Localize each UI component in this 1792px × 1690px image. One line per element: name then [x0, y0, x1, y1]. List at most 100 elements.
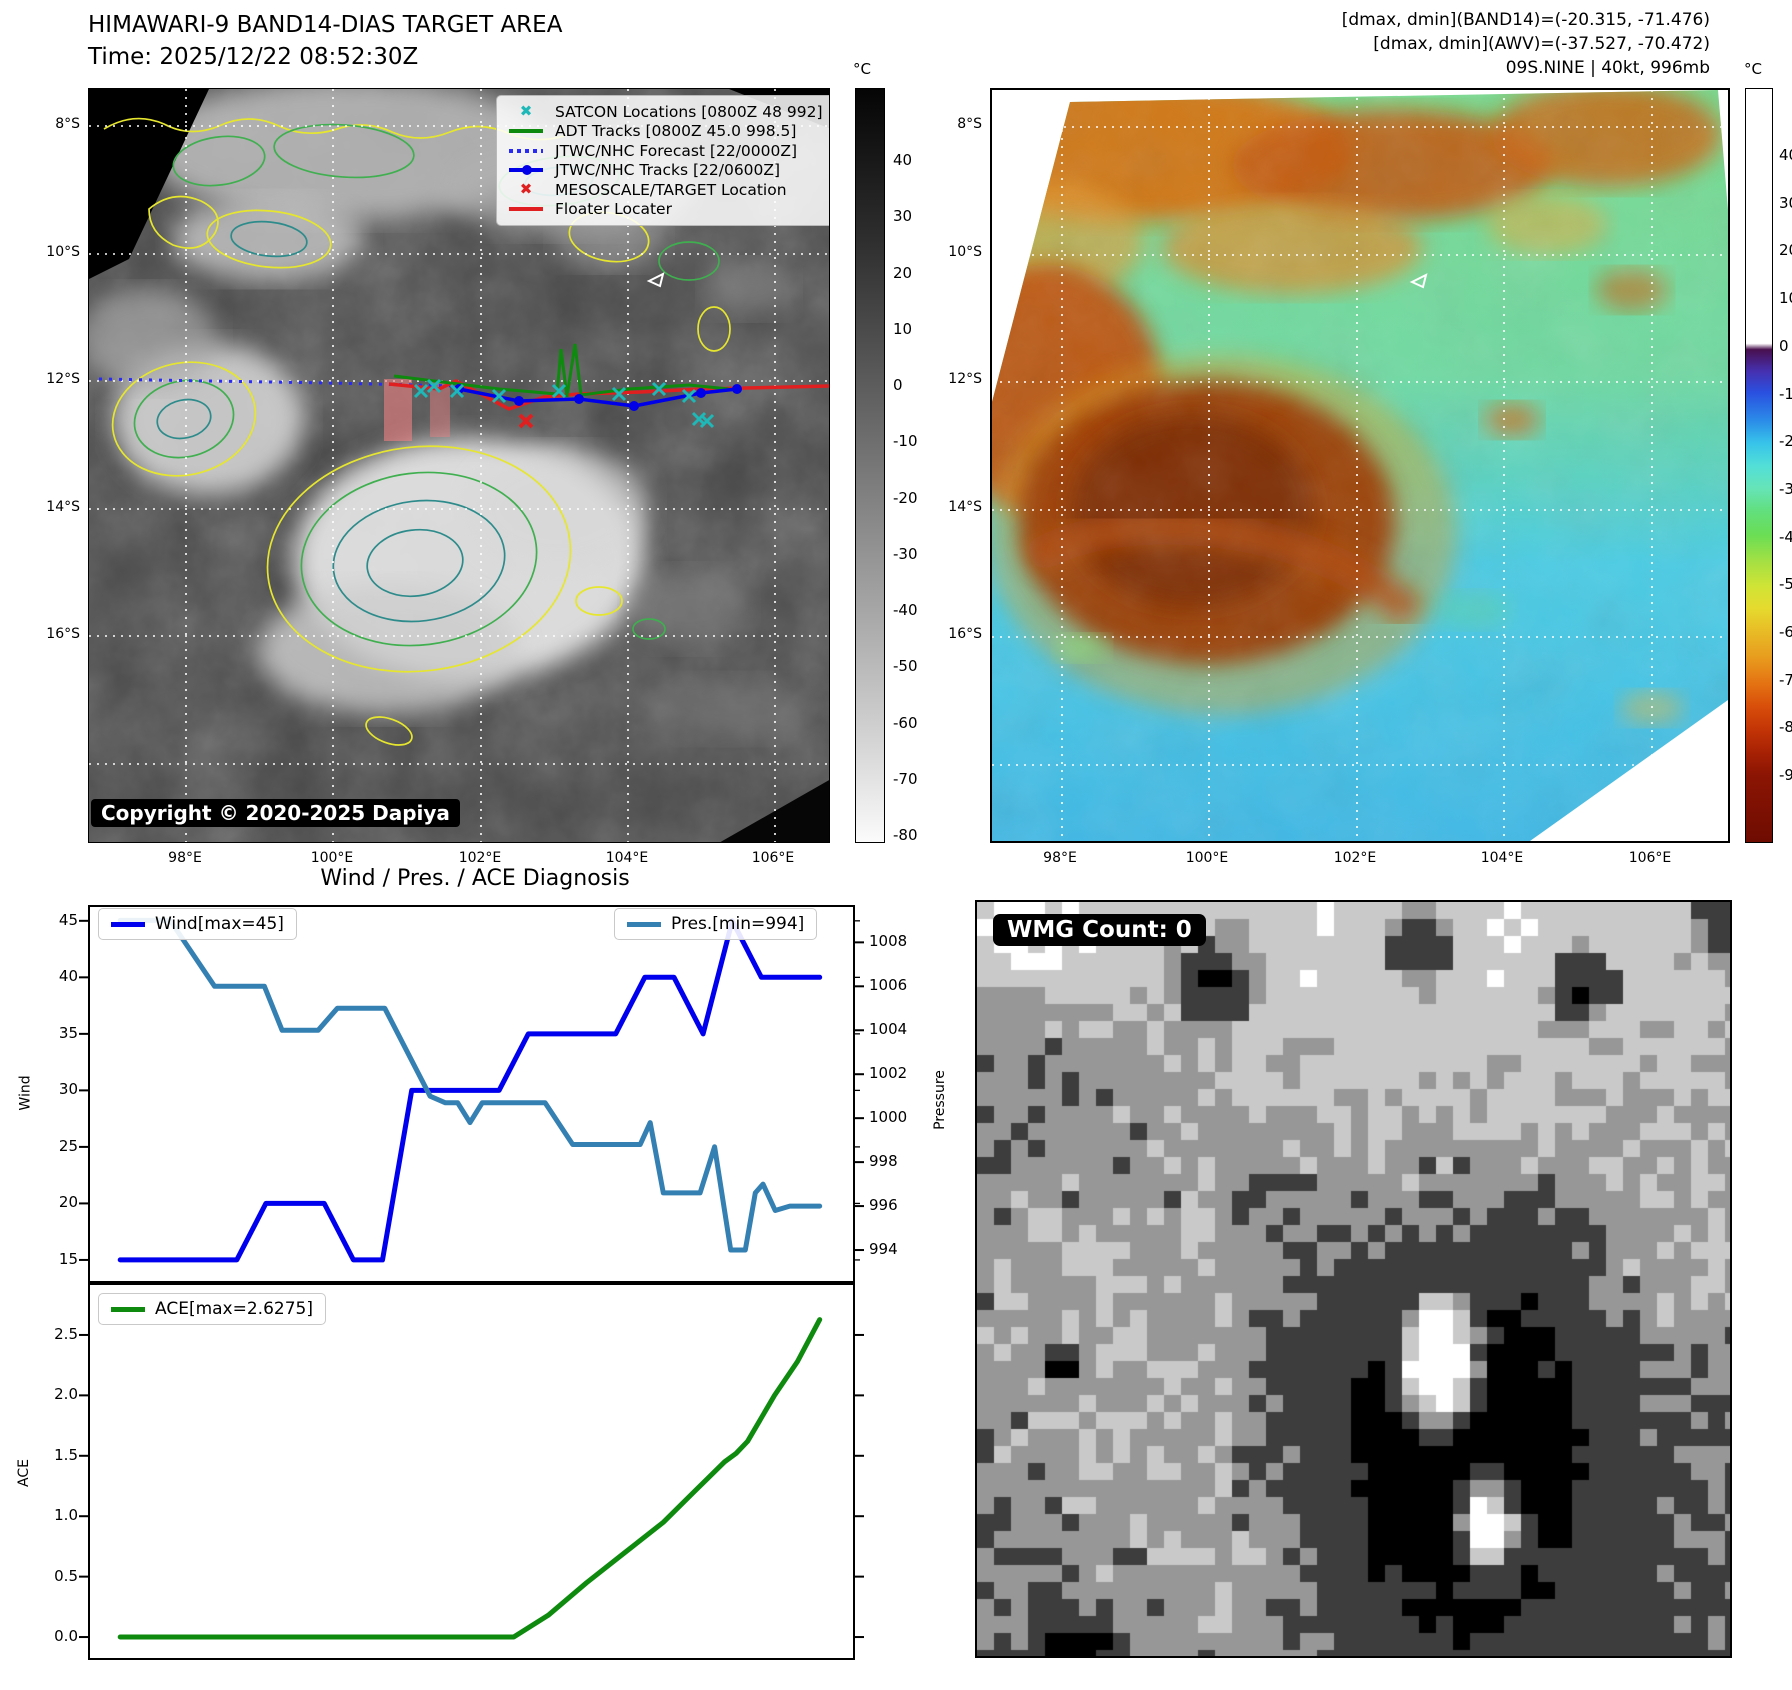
awv-lon-tick: 102°E — [1333, 850, 1377, 866]
band14-colorbar-tick: 20 — [893, 263, 913, 282]
legend-item-label: Floater Locater — [555, 200, 672, 219]
band14-colorbar-tick: -70 — [893, 769, 918, 788]
band14-time: Time: 2025/12/22 08:52:30Z — [88, 44, 419, 70]
awv-colorbar-tick: -30 — [1779, 479, 1792, 498]
awv-map — [990, 88, 1730, 843]
pressure-tick-label: 1000 — [869, 1108, 908, 1127]
band14-colorbar-tick: -50 — [893, 657, 918, 676]
band14-colorbar-tick: 10 — [893, 319, 913, 338]
x-marker-icon: ✖ — [519, 180, 533, 199]
line-dot-icon — [505, 165, 547, 176]
wind-tick-label: 30 — [58, 1080, 78, 1099]
legend-item-label: MESOSCALE/TARGET Location — [555, 180, 787, 199]
wind-pressure-chart — [79, 905, 864, 1283]
band14-colorbar-tick: -60 — [893, 713, 918, 732]
band14-map: ✖ SATCON Locations [0800Z 48 992] ADT Trac… — [88, 88, 830, 843]
awv-colorbar-tick: -40 — [1779, 527, 1792, 546]
wind-legend: Wind[max=45] — [98, 908, 297, 940]
legend-item: Floater Locater — [505, 200, 829, 220]
band14-lat-tick: 10°S — [46, 244, 80, 260]
copyright-badge: Copyright © 2020-2025 Dapiya — [91, 799, 460, 827]
awv-colorbar-tick: -70 — [1779, 670, 1792, 689]
ace-tick-label: 2.0 — [54, 1385, 78, 1404]
legend-item: JTWC/NHC Tracks [22/0600Z] — [505, 161, 829, 181]
pressure-legend-label: Pres.[min=994] — [671, 914, 805, 934]
legend-item: ADT Tracks [0800Z 45.0 998.5] — [505, 122, 829, 142]
ace-legend: ACE[max=2.6275] — [98, 1293, 326, 1325]
wind-tick-label: 20 — [58, 1193, 78, 1212]
band14-lon-tick: 102°E — [458, 850, 502, 866]
awv-colorbar-tick: -90 — [1779, 766, 1792, 785]
band14-lon-tick: 100°E — [310, 850, 354, 866]
wind-tick-label: 25 — [58, 1136, 78, 1155]
wind-tick-label: 15 — [58, 1249, 78, 1268]
wind-legend-label: Wind[max=45] — [155, 914, 284, 934]
awv-colorbar-tick: 20 — [1779, 241, 1792, 260]
legend-item-label: SATCON Locations [0800Z 48 992] — [555, 102, 823, 121]
x-marker-icon: ✖ — [519, 102, 533, 121]
awv-lat-tick: 8°S — [957, 116, 982, 132]
awv-lat-tick: 14°S — [948, 499, 982, 515]
awv-lat-tick: 16°S — [948, 626, 982, 642]
awv-satellite-image — [992, 90, 1728, 841]
band14-colorbar-tick: -80 — [893, 826, 918, 844]
ace-tick-label: 2.5 — [54, 1324, 78, 1343]
ace-tick-label: 1.5 — [54, 1445, 78, 1464]
legend-item-label: JTWC/NHC Forecast [22/0000Z] — [555, 141, 798, 160]
awv-colorbar-unit: °C — [1744, 60, 1762, 78]
wind-line-swatch — [111, 921, 145, 927]
legend-item: ✖ SATCON Locations [0800Z 48 992] — [505, 102, 829, 122]
band14-title: HIMAWARI-9 BAND14-DIAS TARGET AREA — [88, 12, 563, 38]
band14-colorbar-tick: 30 — [893, 207, 913, 226]
awv-colorbar-tick: 40 — [1779, 146, 1792, 164]
awv-lat-tick: 10°S — [948, 244, 982, 260]
pressure-tick-label: 998 — [869, 1152, 898, 1171]
wind-tick-label: 40 — [58, 967, 78, 986]
pressure-axis-title: Pressure — [931, 1070, 948, 1130]
band14-colorbar-tick: -30 — [893, 544, 918, 563]
legend-item-label: JTWC/NHC Tracks [22/0600Z] — [555, 161, 781, 180]
ace-tick-label: 0.0 — [54, 1627, 78, 1646]
pressure-tick-label: 1006 — [869, 976, 908, 995]
ace-tick-label: 0.5 — [54, 1566, 78, 1585]
ace-line-swatch — [111, 1306, 145, 1312]
band14-colorbar-unit: °C — [853, 60, 871, 78]
legend-item-label: ADT Tracks [0800Z 45.0 998.5] — [555, 122, 797, 141]
ace-axis-title: ACE — [15, 1459, 32, 1487]
line-icon — [505, 207, 547, 212]
band14-lat-tick: 16°S — [46, 626, 80, 642]
band14-lat-tick: 12°S — [46, 371, 80, 387]
awv-header-awv-range: [dmax, dmin](AWV)=(-37.527, -70.472) — [1373, 34, 1710, 54]
band14-lon-tick: 98°E — [168, 850, 202, 866]
awv-lon-tick: 104°E — [1480, 850, 1524, 866]
storm-status-label: 09S.NINE | 40kt, 996mb — [1505, 58, 1710, 78]
awv-colorbar-tick: -50 — [1779, 575, 1792, 594]
wind-tick-label: 45 — [58, 910, 78, 929]
awv-colorbar-tick: 10 — [1779, 289, 1792, 308]
awv-colorbar-tick: -20 — [1779, 432, 1792, 451]
diagnosis-title: Wind / Pres. / ACE Diagnosis — [320, 866, 630, 891]
legend-item: ✖ MESOSCALE/TARGET Location — [505, 180, 829, 200]
pressure-legend: Pres.[min=994] — [614, 908, 818, 940]
band14-lat-tick: 14°S — [46, 499, 80, 515]
band14-lon-tick: 106°E — [751, 850, 795, 866]
ace-legend-label: ACE[max=2.6275] — [155, 1299, 313, 1319]
band14-colorbar-tick: -10 — [893, 432, 918, 451]
ace-chart — [79, 1283, 864, 1660]
legend-item: JTWC/NHC Forecast [22/0000Z] — [505, 141, 829, 161]
pressure-line-swatch — [627, 921, 661, 927]
awv-lon-tick: 98°E — [1043, 850, 1077, 866]
band14-lat-tick: 8°S — [55, 116, 80, 132]
wmg-panel: WMG Count: 0 — [975, 900, 1732, 1658]
band14-colorbar — [855, 88, 885, 843]
awv-lat-tick: 12°S — [948, 371, 982, 387]
ace-tick-label: 1.0 — [54, 1506, 78, 1525]
band14-colorbar-tick: 0 — [893, 376, 903, 394]
band14-lon-tick: 104°E — [605, 850, 649, 866]
wmg-count-badge: WMG Count: 0 — [993, 914, 1206, 946]
awv-lon-tick: 100°E — [1185, 850, 1229, 866]
dotted-line-icon — [505, 148, 547, 153]
awv-lon-tick: 106°E — [1628, 850, 1672, 866]
awv-colorbar — [1745, 88, 1773, 843]
